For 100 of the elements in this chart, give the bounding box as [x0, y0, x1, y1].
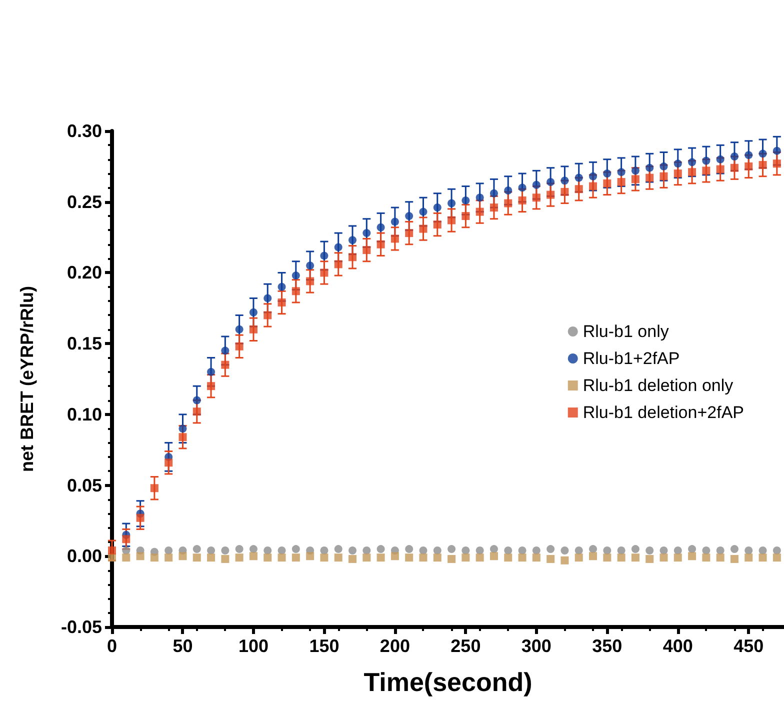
point	[448, 554, 456, 563]
point	[490, 552, 498, 560]
point	[235, 554, 244, 562]
point	[560, 176, 569, 185]
legend-label: Rlu-b1+2fAP	[582, 349, 680, 368]
point	[192, 554, 201, 562]
x-tick-label: 350	[592, 636, 622, 656]
point	[192, 396, 201, 404]
point	[646, 554, 654, 563]
point	[264, 294, 272, 302]
point	[674, 546, 682, 554]
point	[264, 554, 272, 562]
point	[744, 162, 753, 170]
point	[674, 170, 682, 178]
point	[419, 208, 428, 216]
point	[631, 166, 640, 175]
point	[490, 204, 498, 212]
y-tick-label: 0.30	[66, 121, 102, 141]
point	[334, 243, 342, 252]
x-tick-label: 400	[662, 636, 693, 656]
point	[419, 554, 428, 562]
point	[603, 546, 612, 554]
point	[462, 546, 470, 554]
y-tick-label: -0.05	[60, 617, 102, 637]
point	[264, 311, 272, 320]
point	[674, 160, 682, 168]
x-tick-label: 250	[450, 636, 481, 656]
point	[306, 262, 314, 270]
point	[164, 458, 173, 467]
point	[646, 164, 654, 172]
point	[758, 546, 767, 554]
point	[646, 546, 654, 554]
point	[560, 556, 569, 564]
point	[150, 554, 158, 562]
point	[574, 174, 583, 182]
point	[292, 287, 300, 296]
point	[207, 368, 216, 376]
point	[334, 545, 342, 554]
point	[603, 170, 612, 178]
point	[334, 260, 342, 268]
point	[192, 545, 201, 554]
point	[150, 484, 158, 492]
point	[390, 234, 399, 243]
point	[546, 178, 555, 186]
point	[702, 554, 710, 562]
point	[448, 199, 456, 208]
point	[532, 180, 540, 189]
point	[518, 546, 526, 554]
point	[178, 433, 187, 442]
point	[405, 554, 414, 562]
point	[362, 246, 371, 254]
y-tick-label: 0.20	[66, 262, 102, 283]
point	[278, 298, 286, 306]
point	[646, 174, 654, 182]
point	[617, 168, 626, 176]
point	[476, 546, 484, 554]
y-tick-label: 0.10	[66, 404, 102, 424]
legend-label: Rlu-b1 only	[582, 322, 670, 341]
point	[136, 514, 144, 522]
point	[702, 166, 710, 175]
point	[390, 218, 399, 226]
point	[433, 554, 442, 562]
x-axis-title: Time(second)	[364, 667, 532, 697]
point	[221, 360, 230, 369]
point	[448, 216, 456, 224]
point	[249, 308, 258, 316]
point	[574, 554, 583, 562]
y-tick-label: 0.25	[66, 192, 102, 212]
point	[362, 546, 371, 554]
point	[532, 194, 540, 202]
point	[730, 554, 738, 563]
x-tick-label: 150	[309, 636, 340, 656]
point	[688, 552, 696, 560]
point	[221, 346, 230, 355]
point	[546, 190, 555, 199]
point	[362, 229, 371, 238]
point	[278, 546, 286, 554]
point	[702, 156, 710, 165]
point	[744, 151, 753, 160]
point	[660, 172, 668, 180]
point	[164, 546, 173, 554]
point	[504, 199, 512, 208]
point	[405, 229, 414, 238]
point	[419, 546, 428, 554]
legend-label: Rlu-b1 deletion+2fAP	[582, 403, 744, 422]
point	[688, 168, 696, 176]
point	[292, 272, 300, 280]
point	[207, 382, 216, 390]
point	[306, 277, 314, 286]
point	[660, 162, 668, 170]
point	[320, 252, 328, 260]
point	[730, 152, 738, 161]
point	[772, 554, 781, 562]
point	[674, 554, 682, 562]
x-tick-label: 50	[172, 636, 193, 656]
point	[716, 165, 724, 174]
point	[546, 554, 555, 563]
point	[306, 552, 314, 560]
point	[122, 535, 130, 544]
point	[433, 546, 442, 554]
